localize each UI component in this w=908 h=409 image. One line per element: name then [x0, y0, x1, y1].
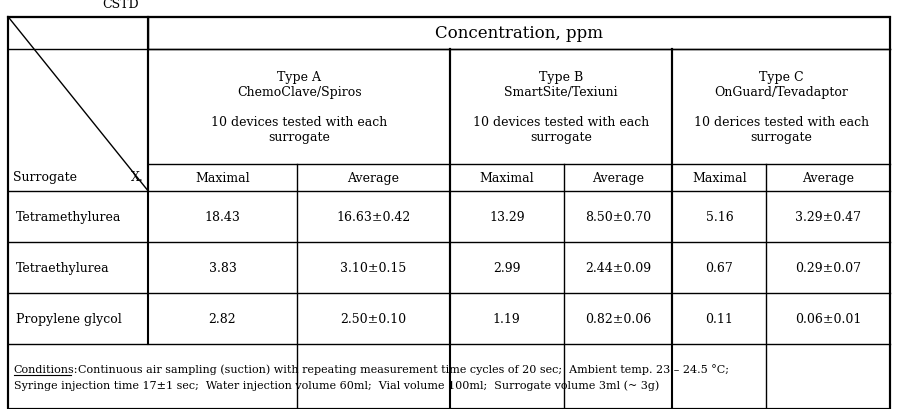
Text: Average: Average [347, 171, 400, 184]
Text: Continuous air sampling (suction) with repeating measurement time cycles of 20 s: Continuous air sampling (suction) with r… [71, 364, 729, 374]
Text: Maximal: Maximal [692, 171, 746, 184]
Text: Maximal: Maximal [195, 171, 250, 184]
Text: 0.67: 0.67 [706, 262, 734, 274]
Text: 0.82±0.06: 0.82±0.06 [585, 312, 651, 326]
Text: CSTD: CSTD [102, 0, 138, 11]
Text: 0.11: 0.11 [706, 312, 734, 326]
Text: 16.63±0.42: 16.63±0.42 [336, 211, 410, 224]
Text: Tetraethylurea: Tetraethylurea [15, 262, 110, 274]
Text: 1.19: 1.19 [493, 312, 520, 326]
Text: 3.29±0.47: 3.29±0.47 [795, 211, 861, 224]
Text: Maximal: Maximal [479, 171, 534, 184]
Text: Average: Average [802, 171, 854, 184]
Text: 3.10±0.15: 3.10±0.15 [340, 262, 407, 274]
Text: 0.06±0.01: 0.06±0.01 [795, 312, 862, 326]
Text: Average: Average [592, 171, 644, 184]
Text: Concentration, ppm: Concentration, ppm [435, 25, 603, 42]
Text: 8.50±0.70: 8.50±0.70 [585, 211, 651, 224]
Text: 2.82: 2.82 [209, 312, 236, 326]
Text: Tetramethylurea: Tetramethylurea [15, 211, 121, 224]
Text: Type A
ChemoClave/Spiros

10 devices tested with each
surrogate: Type A ChemoClave/Spiros 10 devices test… [211, 71, 387, 144]
Text: 3.83: 3.83 [209, 262, 236, 274]
Text: 18.43: 18.43 [204, 211, 241, 224]
Text: Type B
SmartSite/Texiuni

10 devices tested with each
surrogate: Type B SmartSite/Texiuni 10 devices test… [473, 71, 649, 144]
Text: 0.29±0.07: 0.29±0.07 [795, 262, 861, 274]
Text: 13.29: 13.29 [489, 211, 525, 224]
Text: Type C
OnGuard/Tevadaptor

10 derices tested with each
surrogate: Type C OnGuard/Tevadaptor 10 derices tes… [694, 71, 869, 144]
Text: 2.44±0.09: 2.44±0.09 [585, 262, 651, 274]
Text: 2.99: 2.99 [493, 262, 520, 274]
Text: Propylene glycol: Propylene glycol [15, 312, 122, 326]
Text: Surrogate: Surrogate [13, 171, 77, 184]
Text: Syringe injection time 17±1 sec;  Water injection volume 60ml;  Vial volume 100m: Syringe injection time 17±1 sec; Water i… [14, 379, 659, 390]
Text: Conditions:: Conditions: [14, 364, 78, 374]
Text: 5.16: 5.16 [706, 211, 734, 224]
Text: X.: X. [131, 171, 143, 184]
Text: 2.50±0.10: 2.50±0.10 [340, 312, 407, 326]
